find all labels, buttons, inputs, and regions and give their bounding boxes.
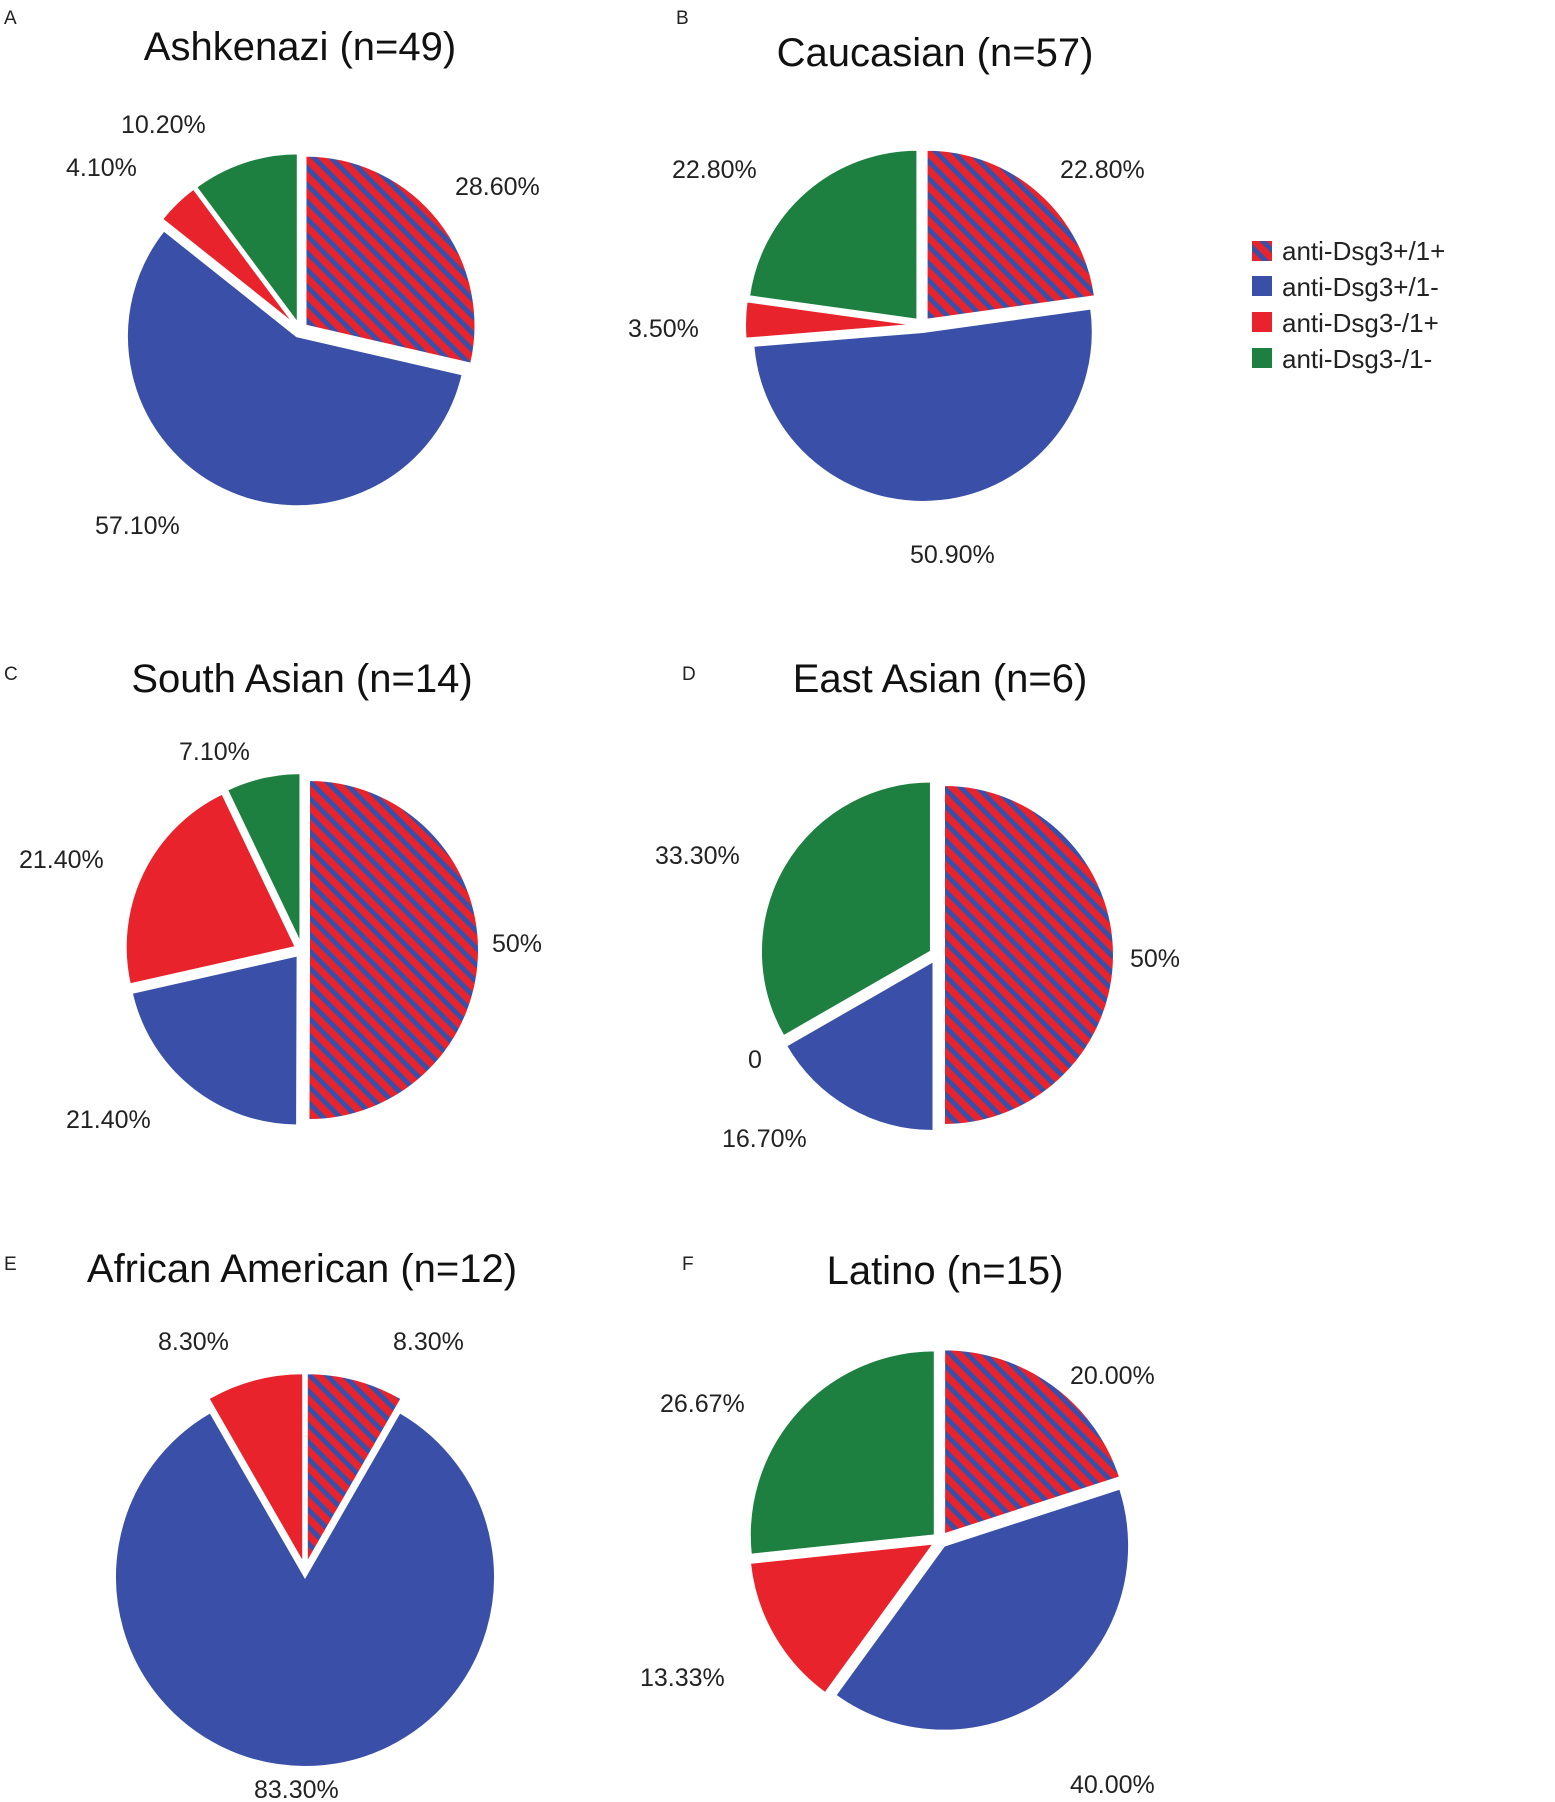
slice-label-a-dsg3pos-dsg1pos: 28.60% — [455, 173, 540, 201]
legend: anti-Dsg3+/1+ anti-Dsg3+/1- anti-Dsg3-/1… — [1252, 236, 1445, 374]
chart-title-b: Caucasian (n=57) — [777, 31, 1094, 75]
panel-letter-e: E — [4, 1254, 17, 1275]
legend-label-dsg3pos-dsg1neg: anti-Dsg3+/1- — [1282, 272, 1439, 302]
legend-label-dsg3neg-dsg1neg: anti-Dsg3-/1- — [1282, 344, 1432, 374]
chart-title-c: South Asian (n=14) — [131, 657, 472, 701]
slice-label-b-dsg3neg-dsg1neg: 22.80% — [672, 156, 757, 184]
slice-label-f-dsg3neg-dsg1pos: 13.33% — [640, 1664, 725, 1692]
pie-slice-e-dsg3neg-dsg1pos — [207, 1372, 305, 1567]
slice-label-a-dsg3pos-dsg1neg: 57.10% — [95, 512, 180, 540]
slice-label-e-dsg3pos-dsg1neg: 83.30% — [254, 1776, 339, 1802]
pie-slice-a-dsg3neg-dsg1pos — [160, 187, 296, 326]
pie-slice-d-dsg3pos-dsg1neg — [784, 959, 935, 1133]
slice-label-c-dsg3pos-dsg1neg: 21.40% — [66, 1106, 151, 1134]
chart-title-a: Ashkenazi (n=49) — [144, 25, 456, 69]
legend-swatch-dsg3pos-dsg1neg — [1252, 276, 1272, 296]
pie-slice-e-dsg3pos-dsg1neg — [114, 1410, 496, 1768]
pie-slice-c-dsg3pos-dsg1pos — [307, 779, 481, 1122]
slice-label-d-dsg3pos-dsg1pos: 50% — [1130, 945, 1180, 973]
pie-slice-f-dsg3pos-dsg1pos — [943, 1348, 1122, 1536]
pie-slice-a-dsg3pos-dsg1neg — [125, 229, 464, 508]
panel-f: F Latino (n=15) 20.00% 40.00% 13.33% 26.… — [640, 1249, 1155, 1799]
pie-f — [748, 1348, 1131, 1732]
legend-label-dsg3neg-dsg1pos: anti-Dsg3-/1+ — [1282, 308, 1439, 338]
legend-swatch-dsg3pos-dsg1pos — [1252, 241, 1272, 261]
panel-letter-d: D — [682, 664, 696, 685]
pie-slice-c-dsg3pos-dsg1neg — [130, 954, 299, 1127]
panel-e: E African American (n=12) 8.30% 83.30% 8… — [4, 1247, 517, 1802]
panel-b: B Caucasian (n=57) 22.80% 50.90% 3.50% 2… — [628, 8, 1145, 569]
pie-a — [125, 152, 477, 508]
panel-d: D East Asian (n=6) 50% 16.70% 0 33.30% — [655, 657, 1180, 1153]
panel-letter-f: F — [682, 1254, 694, 1275]
chart-title-d: East Asian (n=6) — [793, 657, 1088, 701]
slice-label-d-dsg3neg-dsg1neg: 33.30% — [655, 842, 740, 870]
pie-slice-d-dsg3neg-dsg1neg — [759, 780, 932, 1038]
panel-letter-b: B — [676, 8, 689, 29]
panel-c: C South Asian (n=14) 50% 21.40% 21.40% 7… — [4, 657, 542, 1134]
pie-slice-b-dsg3pos-dsg1neg — [752, 307, 1094, 503]
slice-label-c-dsg3pos-dsg1pos: 50% — [492, 930, 542, 958]
pie-slice-c-dsg3neg-dsg1neg — [225, 772, 302, 944]
pie-slice-f-dsg3neg-dsg1neg — [748, 1349, 936, 1556]
legend-label-dsg3pos-dsg1pos: anti-Dsg3+/1+ — [1282, 236, 1445, 266]
pie-b — [744, 148, 1097, 503]
pie-c — [124, 772, 481, 1127]
pie-slice-f-dsg3pos-dsg1neg — [833, 1487, 1131, 1732]
chart-title-e: African American (n=12) — [87, 1247, 517, 1291]
pie-e — [114, 1372, 496, 1768]
pie-slice-d-dsg3pos-dsg1pos — [943, 783, 1115, 1127]
pie-slice-b-dsg3neg-dsg1neg — [747, 148, 919, 321]
slice-label-d-dsg3neg-dsg1pos: 0 — [748, 1046, 762, 1074]
pie-slice-a-dsg3neg-dsg1neg — [194, 152, 299, 327]
slice-label-f-dsg3pos-dsg1pos: 20.00% — [1070, 1362, 1155, 1390]
slice-label-f-dsg3neg-dsg1neg: 26.67% — [660, 1390, 745, 1418]
slice-label-b-dsg3neg-dsg1pos: 3.50% — [628, 315, 699, 343]
slice-label-a-dsg3neg-dsg1neg: 10.20% — [121, 111, 206, 139]
slice-label-c-dsg3neg-dsg1neg: 7.10% — [179, 738, 250, 766]
pie-slice-f-dsg3neg-dsg1pos — [748, 1542, 937, 1695]
slice-label-d-dsg3pos-dsg1neg: 16.70% — [722, 1125, 807, 1153]
panel-letter-c: C — [4, 664, 18, 685]
legend-swatch-dsg3neg-dsg1pos — [1252, 312, 1272, 332]
slice-label-b-dsg3pos-dsg1pos: 22.80% — [1060, 156, 1145, 184]
chart-title-f: Latino (n=15) — [827, 1249, 1064, 1293]
pie-slice-b-dsg3neg-dsg1pos — [744, 300, 916, 340]
pie-slice-a-dsg3pos-dsg1pos — [304, 154, 477, 365]
slice-label-b-dsg3pos-dsg1neg: 50.90% — [910, 541, 995, 569]
pie-d — [759, 780, 1115, 1133]
legend-swatch-dsg3neg-dsg1neg — [1252, 348, 1272, 368]
slice-label-e-dsg3pos-dsg1pos: 8.30% — [393, 1328, 464, 1356]
panel-letter-a: A — [4, 8, 17, 29]
slice-label-a-dsg3neg-dsg1pos: 4.10% — [66, 154, 137, 182]
pie-slice-c-dsg3neg-dsg1pos — [124, 792, 298, 986]
pie-slice-b-dsg3pos-dsg1pos — [925, 148, 1097, 321]
slice-label-f-dsg3pos-dsg1neg: 40.00% — [1070, 1771, 1155, 1799]
slice-label-c-dsg3neg-dsg1pos: 21.40% — [19, 846, 104, 874]
panel-a: A Ashkenazi (n=49) 28.60% 57.10% 4.10% 1… — [4, 8, 540, 540]
pie-slice-e-dsg3pos-dsg1pos — [305, 1372, 403, 1567]
slice-label-e-dsg3neg-dsg1pos: 8.30% — [158, 1328, 229, 1356]
